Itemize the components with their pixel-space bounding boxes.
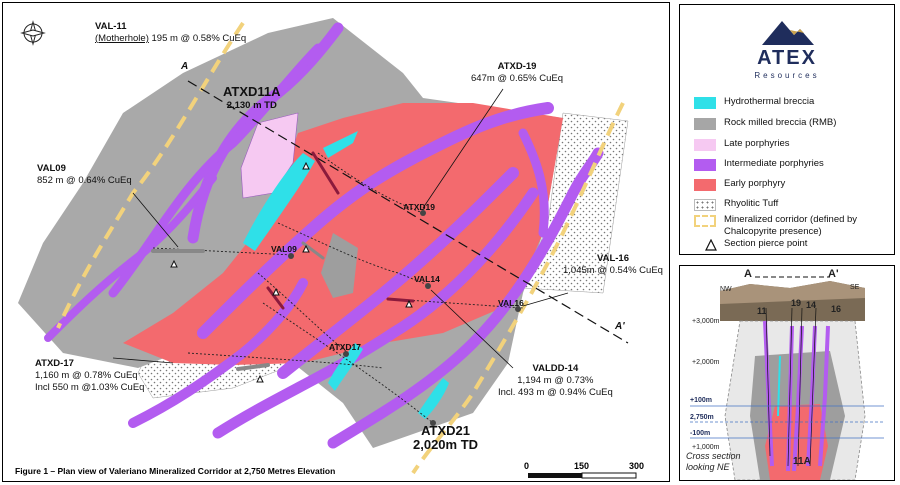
drill-traces	[152, 152, 524, 424]
section-hole-11: 11	[757, 306, 767, 316]
collar-markers	[288, 210, 521, 426]
cross-section-figure	[690, 276, 884, 480]
scale-bar	[528, 472, 637, 479]
atxd21-td: 2,020m TD	[413, 437, 479, 452]
section-hole-19: 19	[791, 298, 802, 308]
atxd17-value: 1,160 m @ 0.78% CuEq	[35, 370, 138, 381]
section-level-plus100: +100m	[690, 397, 712, 404]
valdd14-label: VALDD-14 1,194 m @ 0.73% Incl. 493 m @ 0…	[498, 363, 613, 399]
scale-label-0: 0	[524, 461, 530, 471]
collar-val09: VAL09	[271, 244, 297, 254]
plan-view-map: VAL-11 (Motherhole) 195 m @ 0.58% CuEq A…	[2, 2, 670, 482]
cross-section-inset: A A' NW SE 11 19 14 16 +3,000m +2,000m +…	[679, 265, 895, 481]
atxd17-label: ATXD-17 1,160 m @ 0.78% CuEq Incl 550 m …	[35, 358, 144, 394]
logo-name: ATEX	[757, 47, 817, 69]
section-inset-a-prime: A'	[828, 268, 839, 280]
val11-motherhole: (Motherhole)	[95, 33, 149, 44]
collar-atxd17: ATXD17	[329, 342, 361, 352]
section-hole-11a: 11A	[793, 456, 811, 467]
atxd17-incl: Incl 550 m @1.03% CuEq	[35, 382, 145, 393]
valdd14-incl: Incl. 493 m @ 0.94% CuEq	[498, 387, 613, 398]
legend-panel: ATEX Resources Hydrothermal breccia Rock…	[679, 4, 895, 255]
rmb-inclusion	[321, 233, 358, 298]
section-elev-3: +1,000m	[692, 444, 720, 451]
section-cross-label-2: looking NE	[686, 462, 730, 472]
swatch-intermediate-porphyries	[694, 159, 716, 171]
valdd14-value: 1,194 m @ 0.73%	[517, 375, 594, 386]
hydrothermal-breccia-bodies	[243, 131, 449, 419]
swatch-rhyolitic-tuff	[694, 199, 716, 211]
val09-label: VAL09 852 m @ 0.64% CuEq	[37, 163, 132, 187]
section-elev-2: +2,000m	[692, 359, 720, 366]
atxd11a-td: 2,130 m TD	[226, 100, 277, 111]
scale-label-300: 300	[629, 461, 645, 471]
atxd19-label: ATXD-19 647m @ 0.65% CuEq	[471, 61, 563, 85]
collar-atxd19: ATXD19	[403, 202, 435, 212]
geology-map	[18, 18, 637, 479]
atxd11a-label: ATXD11A 2,130 m TD	[223, 84, 281, 112]
compass-icon	[20, 20, 46, 46]
intermediate-porphyry-dykes	[44, 22, 604, 449]
atxd19-value: 647m @ 0.65% CuEq	[471, 73, 564, 84]
swatch-hydrothermal-breccia	[694, 97, 716, 109]
section-se: SE	[850, 284, 860, 291]
section-line-a-a-prime	[187, 80, 629, 344]
collar-val16: VAL16	[498, 298, 524, 308]
section-level-2750: 2,750m	[690, 414, 714, 421]
atxd17-name: ATXD-17	[35, 358, 74, 369]
val09-value: 852 m @ 0.64% CuEq	[37, 175, 132, 186]
val11-value: 195 m @ 0.58% CuEq	[151, 33, 247, 44]
logo-subtitle: Resources	[754, 71, 820, 80]
val09-name: VAL09	[37, 163, 66, 174]
swatch-late-porphyries	[694, 139, 716, 151]
section-level-minus100: -100m	[690, 430, 711, 437]
val16-name: VAL-16	[596, 253, 629, 264]
section-hole-16: 16	[831, 304, 842, 314]
atxd11a-name: ATXD11A	[223, 84, 281, 99]
atxd21-name: ATXD21	[421, 423, 470, 438]
section-elev-1: +3,000m	[692, 318, 720, 325]
section-a-prime-label: A'	[615, 321, 625, 332]
figure-caption: Figure 1 – Plan view of Valeriano Minera…	[15, 466, 336, 476]
scale-label-150: 150	[574, 461, 590, 471]
val11-label: VAL-11 (Motherhole) 195 m @ 0.58% CuEq	[95, 21, 247, 44]
drill-hole-intercepts	[151, 151, 415, 371]
triangle-icon	[705, 239, 717, 251]
section-cross-label: Cross section	[686, 451, 741, 461]
val16-label: VAL-16 1,045m @ 0.54% CuEq	[563, 253, 663, 277]
valdd14-name: VALDD-14	[532, 363, 579, 374]
section-a-label: A	[181, 61, 189, 72]
mineralized-corridor	[56, 21, 625, 475]
atxd19-name: ATXD-19	[497, 61, 537, 72]
atxd21-label: ATXD21 2,020m TD	[413, 423, 479, 453]
val16-value: 1,045m @ 0.54% CuEq	[563, 265, 663, 276]
section-nw: NW	[720, 286, 732, 293]
section-hole-14: 14	[806, 300, 817, 310]
swatch-mineralized-corridor	[694, 215, 716, 227]
swatch-early-porphyry	[694, 179, 716, 191]
section-pierce-points	[170, 161, 413, 383]
swatch-rmb	[694, 118, 716, 130]
collar-val14: VAL14	[414, 274, 440, 284]
label-leaders	[112, 88, 569, 369]
section-inset-a: A	[744, 268, 752, 280]
atex-logo-icon	[762, 21, 814, 45]
